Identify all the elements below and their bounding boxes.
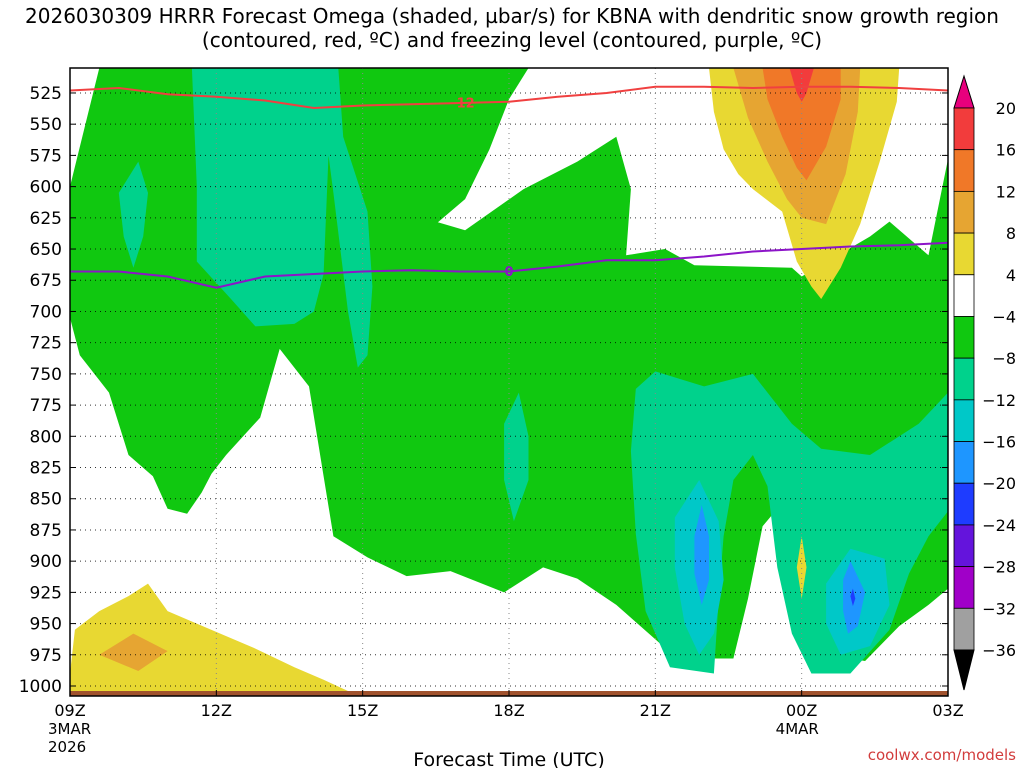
omega-region-12 [762, 68, 841, 181]
colorbar-band-6 [953, 316, 975, 359]
y-tick-label-775: 775 [30, 396, 62, 416]
x-date-label-2026: 2026 [48, 738, 86, 756]
colorbar-band-7 [953, 357, 975, 401]
colorbar-label-0: 20 [996, 99, 1016, 118]
y-tick-label-825: 825 [30, 459, 62, 479]
colorbar-label-7: −12 [982, 391, 1016, 410]
y-tick-label-725: 725 [30, 334, 62, 354]
y-tick-label-700: 700 [30, 302, 62, 322]
y-tick-label-675: 675 [30, 271, 62, 291]
x-tick-label-00Z: 00Z [786, 701, 817, 720]
colorbar-band-2 [953, 149, 975, 192]
colorbar-band-3 [953, 190, 975, 234]
colorbar-label-4: 4 [1006, 266, 1016, 285]
omega-fields: −12 0 [70, 68, 948, 696]
colorbar-top-triangle [953, 74, 975, 109]
x-tick-label-15Z: 15Z [347, 701, 378, 720]
y-tick-label-900: 900 [30, 552, 62, 572]
colorbar-band-5 [953, 274, 975, 317]
y-tick-label-975: 975 [30, 646, 62, 666]
colorbar-bottom-triangle [953, 649, 975, 691]
colorbar-band-12 [953, 566, 975, 609]
colorbar-band-4 [953, 232, 975, 276]
colorbar-label-12: −32 [982, 599, 1016, 618]
colorbar-label-11: −28 [982, 558, 1016, 577]
colorbar-label-6: −8 [992, 349, 1016, 368]
x-axis-title: Forecast Time (UTC) [413, 749, 604, 768]
x-tick-label-18Z: 18Z [493, 701, 524, 720]
x-tick-label-03Z: 03Z [932, 701, 963, 720]
omega-region-3 [504, 392, 529, 522]
colorbar-label-2: 12 [996, 182, 1016, 201]
y-tick-label-1000: 1000 [19, 677, 62, 697]
y-tick-label-925: 925 [30, 583, 62, 603]
y-tick-label-850: 850 [30, 490, 62, 510]
y-tick-label-750: 750 [30, 365, 62, 385]
chart-title: 2026030309 HRRR Forecast Omega (shaded, … [25, 4, 999, 52]
x-date-label-3mar: 3MAR [48, 720, 91, 738]
credit-label: coolwx.com/models [868, 746, 1016, 764]
y-tick-label-800: 800 [30, 427, 62, 447]
colorbar-label-9: −20 [982, 474, 1016, 493]
colorbar-label-8: −16 [982, 433, 1016, 452]
omega-region-2 [118, 161, 148, 268]
omega-region-13 [789, 68, 814, 102]
colorbar-band-9 [953, 441, 975, 484]
omega-region-9 [850, 588, 856, 607]
x-tick-label-21Z: 21Z [640, 701, 671, 720]
x-date-label-4mar: 4MAR [776, 720, 819, 738]
omega-region-16 [796, 536, 807, 599]
colorbar-label-1: 16 [996, 141, 1016, 160]
colorbar-band-1 [953, 107, 975, 151]
colorbar-label-10: −24 [982, 516, 1016, 535]
y-tick-label-950: 950 [30, 615, 62, 635]
y-tick-label-625: 625 [30, 209, 62, 229]
omega-region-15 [99, 633, 168, 671]
colorbar-label-5: −4 [992, 307, 1016, 326]
y-tick-label-875: 875 [30, 521, 62, 541]
y-tick-label-600: 600 [30, 178, 62, 198]
y-tick-label-575: 575 [30, 146, 62, 166]
x-tick-label-09Z: 09Z [54, 701, 85, 720]
x-tick-label-12Z: 12Z [201, 701, 232, 720]
colorbar-band-10 [953, 482, 975, 526]
dgz-contour-label: −12 [446, 96, 475, 111]
colorbar-label-13: −36 [982, 641, 1016, 660]
dgz-contour-line [70, 85, 948, 110]
freezing-level-contour-label: 0 [504, 265, 513, 280]
colorbar-band-11 [953, 524, 975, 568]
y-tick-label-650: 650 [30, 240, 62, 260]
colorbar-band-8 [953, 399, 975, 442]
y-tick-label-525: 525 [30, 84, 62, 104]
omega-region-1 [191, 68, 373, 368]
colorbar-band-13 [953, 607, 975, 651]
freezing-level-contour-line [70, 241, 948, 289]
y-tick-label-550: 550 [30, 115, 62, 135]
colorbar-label-3: 8 [1006, 224, 1016, 243]
